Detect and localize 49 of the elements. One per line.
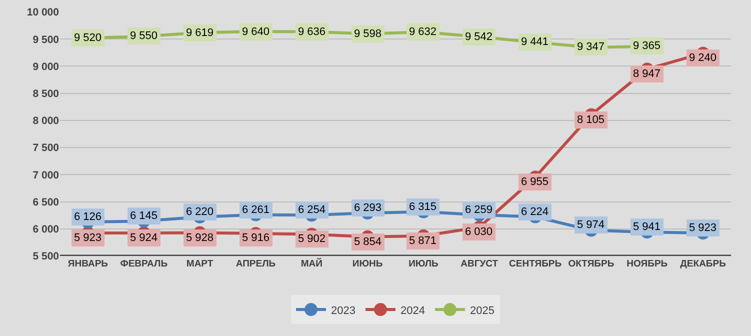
legend-label: 2023 xyxy=(331,304,356,317)
data-label: 5 974 xyxy=(577,219,605,231)
data-label: 5 924 xyxy=(130,232,158,244)
data-label: 5 941 xyxy=(633,221,661,233)
data-label: 6 030 xyxy=(465,226,493,238)
x-tick-label: ОКТЯБРЬ xyxy=(568,258,614,270)
x-tick-label: ДЕКАБРЬ xyxy=(680,258,726,270)
x-tick-label: АПРЕЛЬ xyxy=(236,258,276,270)
y-tick-label: 10 000 xyxy=(26,6,60,19)
y-tick-label: 6 000 xyxy=(32,224,60,236)
data-label: 8 105 xyxy=(577,114,605,126)
x-tick-label: МАРТ xyxy=(186,258,214,270)
data-label: 6 293 xyxy=(354,202,382,214)
x-tick-label: ФЕВРАЛЬ xyxy=(120,258,168,270)
y-tick-label: 9 500 xyxy=(32,34,60,46)
data-label: 5 916 xyxy=(242,232,270,244)
y-tick-label: 7 000 xyxy=(32,169,60,182)
x-tick-label: ИЮНЬ xyxy=(352,258,383,270)
data-label: 6 259 xyxy=(465,204,493,216)
data-label: 6 261 xyxy=(242,204,270,216)
data-label: 6 220 xyxy=(186,206,214,218)
data-label: 5 871 xyxy=(409,235,437,247)
y-tick-label: 9 000 xyxy=(32,60,60,73)
y-tick-label: 5 500 xyxy=(32,250,60,263)
y-tick-label: 6 500 xyxy=(32,196,60,208)
x-tick-label: АВГУСТ xyxy=(460,258,498,270)
legend-label: 2025 xyxy=(470,304,494,317)
y-tick-label: 7 500 xyxy=(32,142,60,154)
data-label: 6 126 xyxy=(74,211,102,223)
y-tick-label: 8 000 xyxy=(32,115,60,128)
data-label: 5 923 xyxy=(689,222,717,234)
data-label: 6 254 xyxy=(298,204,326,216)
x-tick-label: ЯНВАРЬ xyxy=(68,258,108,270)
data-label: 5 902 xyxy=(298,233,326,245)
x-tick-label: МАЙ xyxy=(300,258,323,270)
y-tick-label: 8 500 xyxy=(32,88,60,100)
data-label: 5 854 xyxy=(354,236,382,248)
data-label: 5 928 xyxy=(186,232,214,244)
data-label: 6 315 xyxy=(409,201,437,213)
x-tick-label: СЕНТЯБРЬ xyxy=(509,258,562,270)
legend-label: 2024 xyxy=(400,304,425,317)
data-label: 8 947 xyxy=(633,68,661,80)
data-label: 6 145 xyxy=(130,210,158,222)
data-label: 9 240 xyxy=(689,52,717,64)
data-label: 5 923 xyxy=(74,232,102,244)
data-label: 6 224 xyxy=(521,206,549,218)
x-tick-label: ИЮЛЬ xyxy=(408,258,439,270)
x-tick-label: НОЯБРЬ xyxy=(626,258,668,270)
data-label: 6 955 xyxy=(521,176,549,188)
